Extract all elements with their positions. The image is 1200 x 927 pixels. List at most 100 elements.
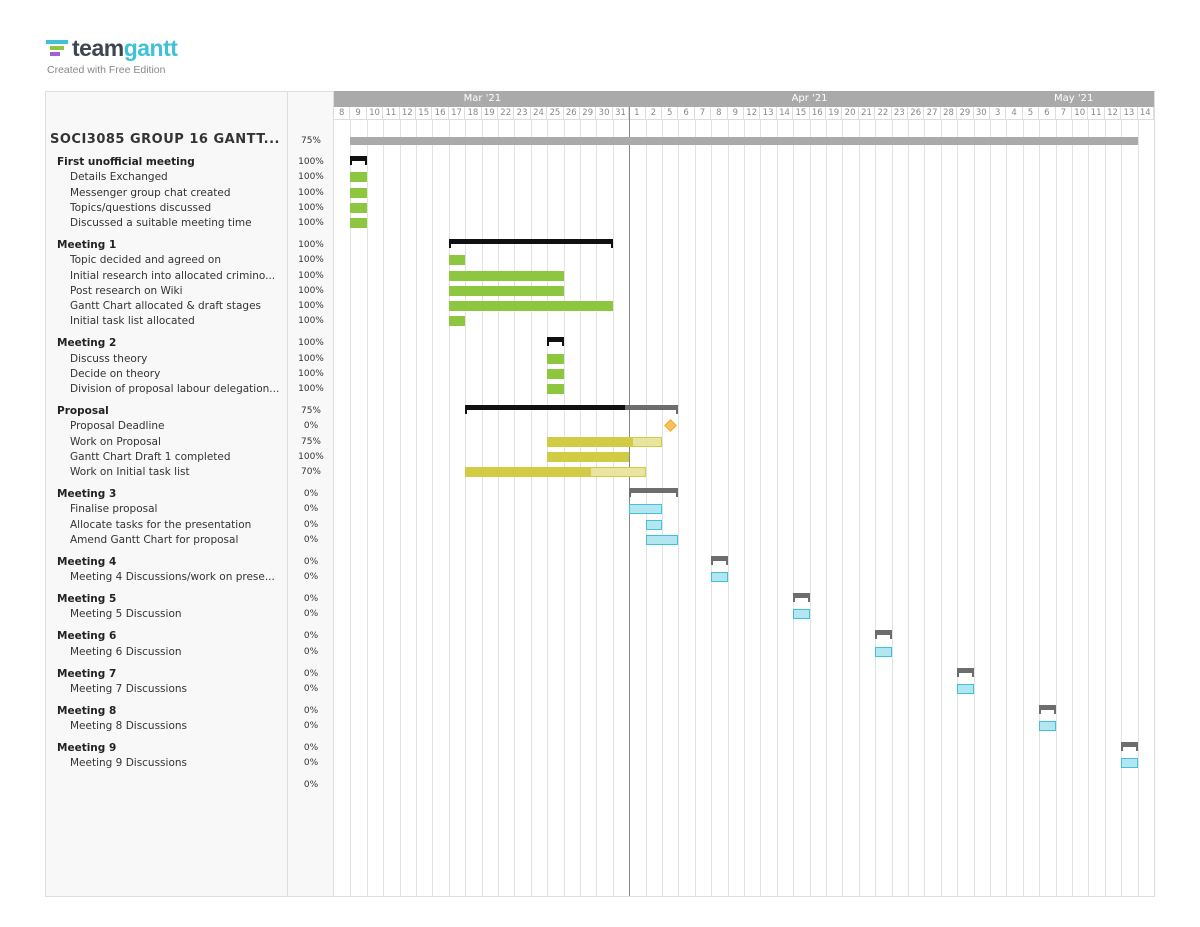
group-bar — [711, 555, 728, 561]
progress-value: 100% — [298, 187, 324, 198]
day-label: 18 — [465, 107, 482, 120]
group-name: Meeting 7 — [57, 667, 117, 680]
grid-line — [793, 120, 795, 896]
grid-line — [563, 120, 565, 896]
day-label: 12 — [1104, 107, 1122, 120]
day-label: 19 — [826, 107, 843, 120]
grid-line — [399, 120, 401, 896]
day-label: 5 — [1022, 107, 1040, 120]
progress-value: 100% — [298, 157, 324, 167]
progress-value: 100% — [298, 172, 324, 183]
progress-value: 0% — [303, 421, 319, 432]
grid-line — [448, 120, 450, 896]
group-bar-end-cap — [561, 337, 564, 347]
task-name: Details Exchanged — [70, 171, 168, 184]
logo-subtitle: Created with Free Edition — [47, 64, 166, 76]
day-label: 12 — [744, 107, 761, 120]
group-bar-end-cap — [889, 630, 892, 640]
day-label: 9 — [727, 107, 744, 120]
day-label: 26 — [908, 107, 925, 120]
day-label: 10 — [1072, 107, 1089, 120]
day-label: 7 — [1055, 107, 1072, 120]
progress-value: 100% — [298, 285, 324, 296]
day-label: 25 — [547, 107, 564, 120]
progress-value: 0% — [303, 705, 319, 716]
task-name: Work on Proposal — [70, 435, 161, 448]
progress-value: 100% — [298, 218, 324, 228]
task-name: Gantt Chart allocated & draft stages — [70, 300, 261, 312]
grid-line — [875, 120, 877, 896]
logo-word-gantt: gantt — [123, 35, 178, 61]
progress-value: 0% — [303, 572, 319, 582]
task-name: Meeting 9 Discussions — [70, 757, 187, 770]
task-name: Work on Initial task list — [70, 466, 190, 478]
day-label: 21 — [858, 107, 876, 120]
task-name: Meeting 6 Discussion — [70, 645, 182, 658]
gantt-frame — [45, 91, 1155, 897]
group-bar-end-cap — [676, 405, 679, 414]
grid-line — [842, 120, 844, 896]
trailing-progress-value: 0% — [303, 780, 319, 791]
task-bar-progress — [448, 316, 466, 327]
progress-value: 0% — [303, 631, 319, 642]
day-label: 22 — [875, 107, 892, 120]
day-label: 10 — [366, 107, 384, 120]
task-name: Meeting 5 Discussion — [70, 608, 182, 621]
day-label: 1 — [629, 107, 646, 120]
task-name: Discussed a suitable meeting time — [70, 217, 252, 229]
group-bar — [1121, 742, 1138, 747]
day-label: 29 — [580, 107, 597, 120]
grid-line — [580, 120, 581, 896]
day-label: 29 — [957, 107, 974, 120]
group-bar-end-cap — [971, 667, 974, 677]
task-bar-progress — [465, 467, 592, 477]
group-bar-progress — [465, 405, 626, 410]
progress-value: 0% — [303, 534, 319, 545]
task-bar-progress — [448, 270, 564, 281]
day-label: 8 — [711, 107, 728, 120]
group-name: Meeting 1 — [57, 239, 117, 251]
task-name: Post research on Wiki — [70, 284, 183, 297]
day-label: 17 — [448, 107, 466, 120]
grid-line — [678, 120, 680, 896]
grid-line — [1039, 120, 1041, 896]
group-bar-start-cap — [1039, 704, 1042, 714]
group-name: Meeting 9 — [57, 742, 117, 754]
group-bar-progress — [350, 156, 367, 161]
group-bar-progress — [448, 239, 613, 244]
day-label: 12 — [399, 107, 416, 120]
task-name: Initial task list allocated — [70, 315, 195, 328]
group-bar-start-cap — [711, 555, 714, 565]
day-label: 11 — [1088, 107, 1105, 120]
logo-word-team: team — [72, 35, 124, 61]
day-label: 14 — [776, 107, 794, 120]
task-name: Initial research into allocated crimino.… — [70, 269, 276, 282]
project-bar — [350, 137, 1138, 145]
grid-line — [596, 120, 598, 896]
day-label: 27 — [924, 107, 941, 120]
grid-line — [940, 120, 942, 896]
progress-value: 100% — [298, 384, 324, 394]
progress-value: 100% — [298, 240, 324, 250]
progress-value: 0% — [303, 758, 319, 769]
group-name: Meeting 5 — [57, 593, 117, 605]
grid-line — [1121, 120, 1123, 896]
group-bar-start-cap — [465, 405, 468, 414]
day-label: 14 — [1137, 107, 1154, 120]
group-bar-start-cap — [793, 593, 796, 602]
grid-line — [1072, 120, 1073, 896]
day-label: 23 — [891, 107, 908, 120]
grid-line — [432, 120, 434, 896]
logo-bars-icon — [46, 40, 68, 56]
day-label: 7 — [694, 107, 712, 120]
grid-line — [957, 120, 959, 896]
grid-line — [744, 120, 745, 896]
group-bar-end-cap — [364, 156, 367, 165]
task-bar — [645, 519, 662, 530]
progress-value: 0% — [303, 743, 319, 753]
task-bar-progress — [350, 172, 367, 183]
group-bar-start-cap — [448, 239, 451, 248]
grid-line — [727, 120, 729, 896]
day-label: 22 — [498, 107, 515, 120]
grid-line — [662, 120, 663, 896]
